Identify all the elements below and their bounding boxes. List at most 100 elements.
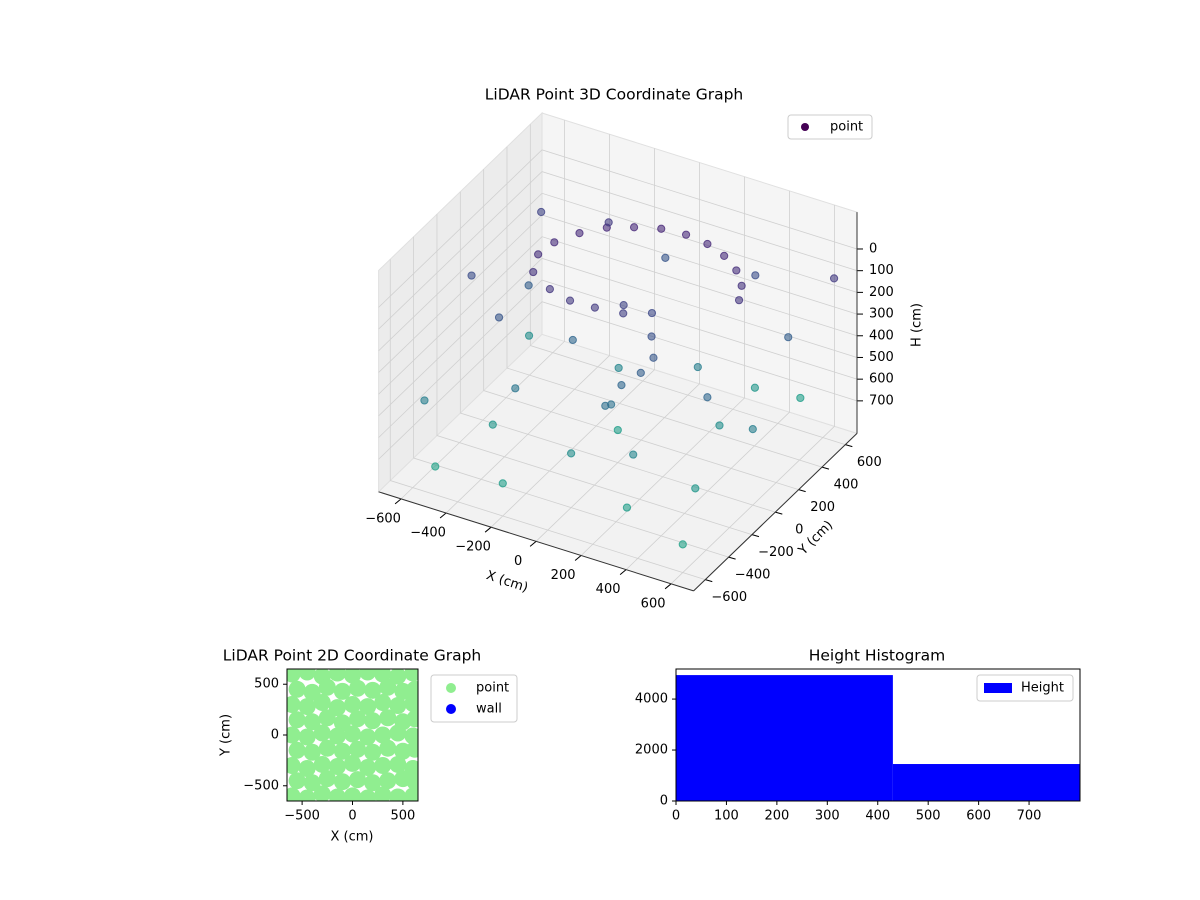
point xyxy=(374,786,392,801)
bar xyxy=(892,764,1080,801)
tick-mark xyxy=(751,534,760,538)
point xyxy=(537,207,546,217)
point xyxy=(614,363,623,373)
tick-mark xyxy=(619,569,627,576)
x-tick-label: −200 xyxy=(455,540,491,555)
point xyxy=(678,540,687,549)
point xyxy=(389,755,407,773)
y-tick-label: −200 xyxy=(758,545,794,560)
point xyxy=(629,450,638,459)
point xyxy=(364,774,382,792)
legend-marker xyxy=(446,683,456,693)
point xyxy=(359,758,377,776)
x-tick-label: 100 xyxy=(714,809,739,824)
point xyxy=(318,709,336,727)
point xyxy=(647,308,657,318)
point xyxy=(298,698,316,716)
point xyxy=(298,669,316,681)
point xyxy=(647,332,656,341)
point xyxy=(374,756,392,774)
point xyxy=(288,680,306,698)
x-tick-label: 200 xyxy=(764,809,789,824)
point xyxy=(313,724,331,742)
point xyxy=(303,713,321,731)
point xyxy=(524,331,534,340)
point xyxy=(406,773,418,791)
point xyxy=(333,773,351,791)
legend-box xyxy=(787,114,873,140)
x-tick-label: −600 xyxy=(365,511,401,526)
tick-mark xyxy=(484,526,492,533)
point xyxy=(737,281,746,290)
point xyxy=(389,788,407,801)
y-tick-label: 600 xyxy=(857,455,882,470)
grid-line xyxy=(389,259,706,581)
chart-title: LiDAR Point 2D Coordinate Graph xyxy=(223,647,481,665)
grid-line xyxy=(529,124,846,446)
tick-mark xyxy=(728,556,736,560)
x-tick-label: 700 xyxy=(1017,809,1042,824)
point xyxy=(313,785,331,801)
point xyxy=(601,401,610,410)
point xyxy=(364,681,382,699)
x-tick-label: 600 xyxy=(966,809,991,824)
x-axis-line xyxy=(378,491,694,592)
point xyxy=(344,725,361,743)
point xyxy=(333,682,351,700)
point xyxy=(303,774,321,792)
point xyxy=(359,669,377,681)
z-tick-label: 300 xyxy=(869,307,894,322)
point xyxy=(734,296,744,305)
point xyxy=(750,383,760,392)
grid-line xyxy=(378,149,858,308)
point xyxy=(288,711,306,729)
point xyxy=(431,462,440,471)
point xyxy=(374,726,392,744)
point xyxy=(622,503,632,512)
point xyxy=(661,253,670,262)
point xyxy=(379,772,397,790)
point xyxy=(318,678,336,696)
point xyxy=(406,740,418,758)
grid-line xyxy=(378,171,858,330)
point xyxy=(649,353,658,362)
point xyxy=(406,710,418,728)
point xyxy=(379,739,397,757)
point xyxy=(498,479,507,488)
point xyxy=(550,238,559,247)
point xyxy=(404,669,418,682)
point xyxy=(318,770,336,788)
points xyxy=(420,207,839,549)
point xyxy=(629,223,639,232)
x-tick-label: −500 xyxy=(284,809,320,824)
point xyxy=(720,251,729,260)
point xyxy=(691,484,700,493)
point xyxy=(619,309,628,318)
tick-mark xyxy=(775,511,783,515)
y-tick-label: −500 xyxy=(243,778,279,793)
point xyxy=(298,728,316,746)
point xyxy=(420,396,429,405)
point xyxy=(328,788,346,801)
y-tick-label: 0 xyxy=(660,794,668,809)
grid-line xyxy=(445,134,610,514)
y-tick-label: 4000 xyxy=(635,692,668,707)
point xyxy=(604,218,613,227)
grid-line xyxy=(436,214,753,536)
y-tick-label: 2000 xyxy=(635,743,668,758)
point xyxy=(751,271,760,280)
point xyxy=(511,384,520,393)
point xyxy=(313,755,331,773)
point xyxy=(404,695,418,713)
point xyxy=(389,669,407,685)
point xyxy=(344,754,361,772)
point xyxy=(681,230,691,239)
legend-marker xyxy=(446,704,456,714)
grid-line xyxy=(378,279,858,438)
point xyxy=(693,362,702,372)
point xyxy=(796,393,805,403)
y-tick-label: 500 xyxy=(254,677,279,692)
tick-mark xyxy=(821,466,830,470)
